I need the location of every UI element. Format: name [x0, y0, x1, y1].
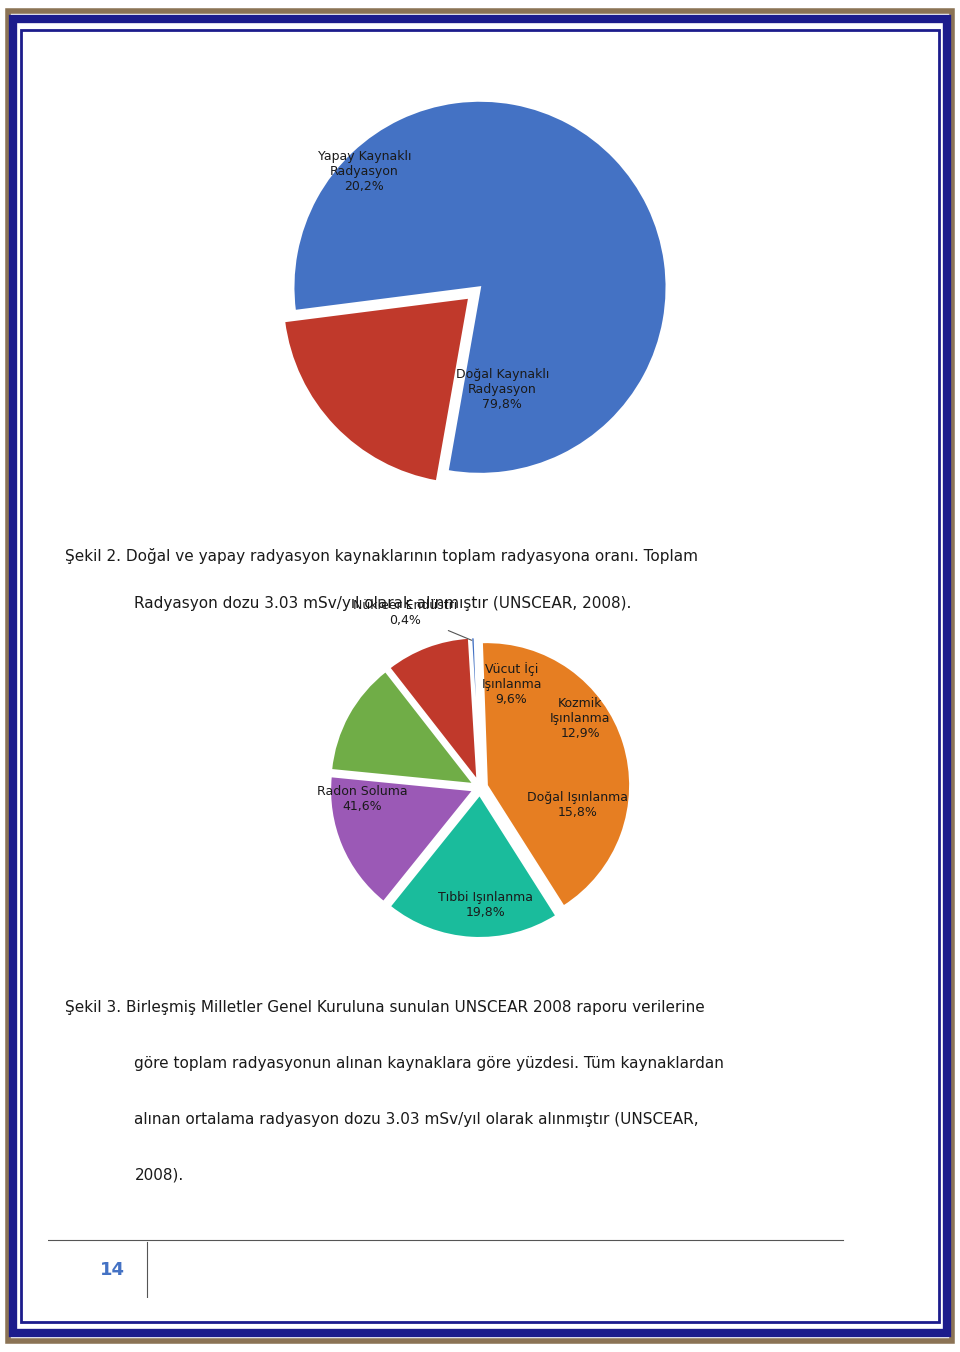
Text: Doğal Kaynaklı
Radyasyon
79,8%: Doğal Kaynaklı Radyasyon 79,8%	[456, 368, 549, 411]
Text: Doğal Işınlanma
15,8%: Doğal Işınlanma 15,8%	[527, 791, 628, 819]
Wedge shape	[390, 638, 477, 781]
Wedge shape	[482, 642, 630, 906]
Wedge shape	[390, 795, 557, 938]
Wedge shape	[294, 101, 666, 473]
Text: Tıbbi Işınlanma
19,8%: Tıbbi Işınlanma 19,8%	[438, 891, 533, 919]
Text: Kozmik
Işınlanma
12,9%: Kozmik Işınlanma 12,9%	[550, 698, 611, 741]
Wedge shape	[471, 637, 480, 780]
Text: 2008).: 2008).	[134, 1168, 183, 1183]
Text: Yapay Kaynaklı
Radyasyon
20,2%: Yapay Kaynaklı Radyasyon 20,2%	[318, 150, 411, 193]
Text: Nükleer Endüstri
0,4%: Nükleer Endüstri 0,4%	[353, 599, 471, 641]
Wedge shape	[284, 297, 469, 481]
Text: Radyasyon dozu 3.03 mSv/yıl olarak alınmıştır (UNSCEAR, 2008).: Radyasyon dozu 3.03 mSv/yıl olarak alınm…	[134, 595, 632, 611]
Text: Vücut İçi
Işınlanma
9,6%: Vücut İçi Işınlanma 9,6%	[481, 662, 541, 706]
Text: Şekil 2. Doğal ve yapay radyasyon kaynaklarının toplam radyasyona oranı. Toplam: Şekil 2. Doğal ve yapay radyasyon kaynak…	[65, 549, 698, 564]
Wedge shape	[331, 671, 473, 784]
Text: Radon Soluma
41,6%: Radon Soluma 41,6%	[317, 786, 408, 813]
Text: 14: 14	[100, 1260, 126, 1279]
Text: Şekil 3. Birleşmiş Milletler Genel Kuruluna sunulan UNSCEAR 2008 raporu verileri: Şekil 3. Birleşmiş Milletler Genel Kurul…	[65, 1000, 705, 1015]
Text: göre toplam radyasyonun alınan kaynaklara göre yüzdesi. Tüm kaynaklardan: göre toplam radyasyonun alınan kaynaklar…	[134, 1056, 724, 1071]
Wedge shape	[330, 776, 473, 902]
Text: alınan ortalama radyasyon dozu 3.03 mSv/yıl olarak alınmıştır (UNSCEAR,: alınan ortalama radyasyon dozu 3.03 mSv/…	[134, 1111, 699, 1128]
